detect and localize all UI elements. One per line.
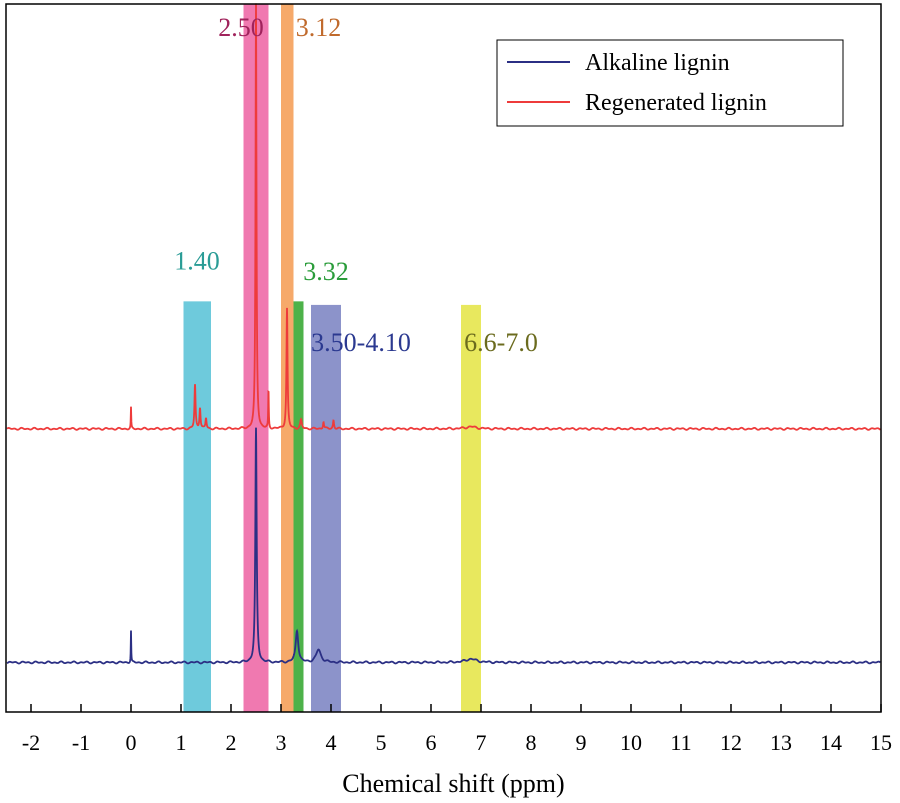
- legend: Alkaline lignin Regenerated lignin: [496, 39, 844, 127]
- region-labels: 1.40 2.50 3.12 3.32 3.50-4.10 6.6-7.0: [174, 13, 538, 357]
- region-label-4: 3.50-4.10: [311, 328, 411, 357]
- x-tick-label-9: 7: [476, 730, 487, 755]
- series-line-1: [6, 3, 881, 431]
- region-band-5: [461, 304, 481, 712]
- x-tick-label-0: -2: [22, 730, 40, 755]
- x-tick-label-12: 10: [620, 730, 642, 755]
- region-band-0: [183, 301, 211, 712]
- x-tick-label-10: 8: [526, 730, 537, 755]
- region-label-0: 1.40: [174, 247, 220, 276]
- highlight-regions: [183, 4, 481, 712]
- x-tick-label-14: 12: [720, 730, 742, 755]
- region-label-1: 2.50: [218, 13, 264, 42]
- x-tick-label-16: 14: [820, 730, 842, 755]
- x-tick-label-1: -1: [72, 730, 90, 755]
- x-tick-label-5: 3: [276, 730, 287, 755]
- axes: [5, 3, 882, 713]
- region-label-5: 6.6-7.0: [464, 328, 538, 357]
- x-tick-label-3: 1: [176, 730, 187, 755]
- x-tick-label-13: 11: [670, 730, 691, 755]
- x-tick-label-15: 13: [770, 730, 792, 755]
- x-tick-label-17: 15: [870, 730, 892, 755]
- plot-frame: [5, 3, 882, 713]
- region-label-2: 3.12: [296, 13, 342, 42]
- x-tick-label-8: 6: [426, 730, 437, 755]
- x-axis-title: Chemical shift (ppm): [342, 769, 564, 798]
- x-axis-ticks: -2 -1 0 1 2 3 4 5 6 7 8 9 10 11 12 13 14 15: [22, 704, 892, 755]
- x-tick-label-2: 0: [126, 730, 137, 755]
- legend-label-0: Alkaline lignin: [585, 50, 730, 76]
- region-band-4: [311, 304, 341, 712]
- x-tick-label-4: 2: [226, 730, 237, 755]
- series-line-0: [6, 427, 881, 665]
- legend-box: [496, 39, 844, 127]
- x-tick-label-7: 5: [376, 730, 387, 755]
- legend-label-1: Regenerated lignin: [585, 90, 767, 116]
- region-label-3: 3.32: [303, 257, 349, 286]
- spectrum-series: [6, 3, 881, 665]
- x-tick-label-6: 4: [326, 730, 337, 755]
- region-band-3: [293, 301, 304, 712]
- x-tick-label-11: 9: [576, 730, 587, 755]
